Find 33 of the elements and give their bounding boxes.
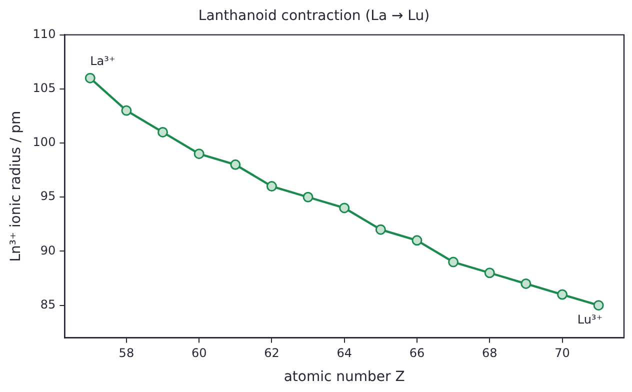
point [557,289,568,300]
point [339,202,350,214]
point [593,300,604,311]
x-tick-label: 58 [118,346,134,360]
point [266,181,277,192]
point [121,105,132,116]
x-axis-title: atomic number Z [284,369,405,386]
point [158,126,168,138]
x-tick-label: 68 [482,346,498,360]
annotation: Lu³⁺ [577,312,603,326]
point [484,268,495,278]
annotation: La³⁺ [90,54,116,68]
x-tick-label: 66 [409,346,425,360]
point [302,192,314,202]
point [84,72,96,84]
point [375,224,386,235]
y-tick-label: 110 [32,26,56,41]
y-tick-label: 100 [32,135,56,150]
chart-title: Lanthanoid contraction (La → Lu) [198,8,430,24]
x-tick-label: 70 [554,346,570,360]
point [194,148,204,160]
y-tick-label: 85 [40,297,56,312]
point [412,235,422,246]
point [448,256,459,268]
y-tick-label: 90 [40,243,56,258]
point [230,159,241,170]
y-tick-label: 105 [32,81,56,96]
y-tick-label: 95 [40,189,56,204]
point [520,278,532,289]
y-axis-title: Ln³⁺ ionic radius / pm [8,110,24,262]
x-tick-label: 64 [336,346,352,360]
x-tick-label: 62 [264,346,280,360]
x-tick-label: 60 [191,346,207,360]
